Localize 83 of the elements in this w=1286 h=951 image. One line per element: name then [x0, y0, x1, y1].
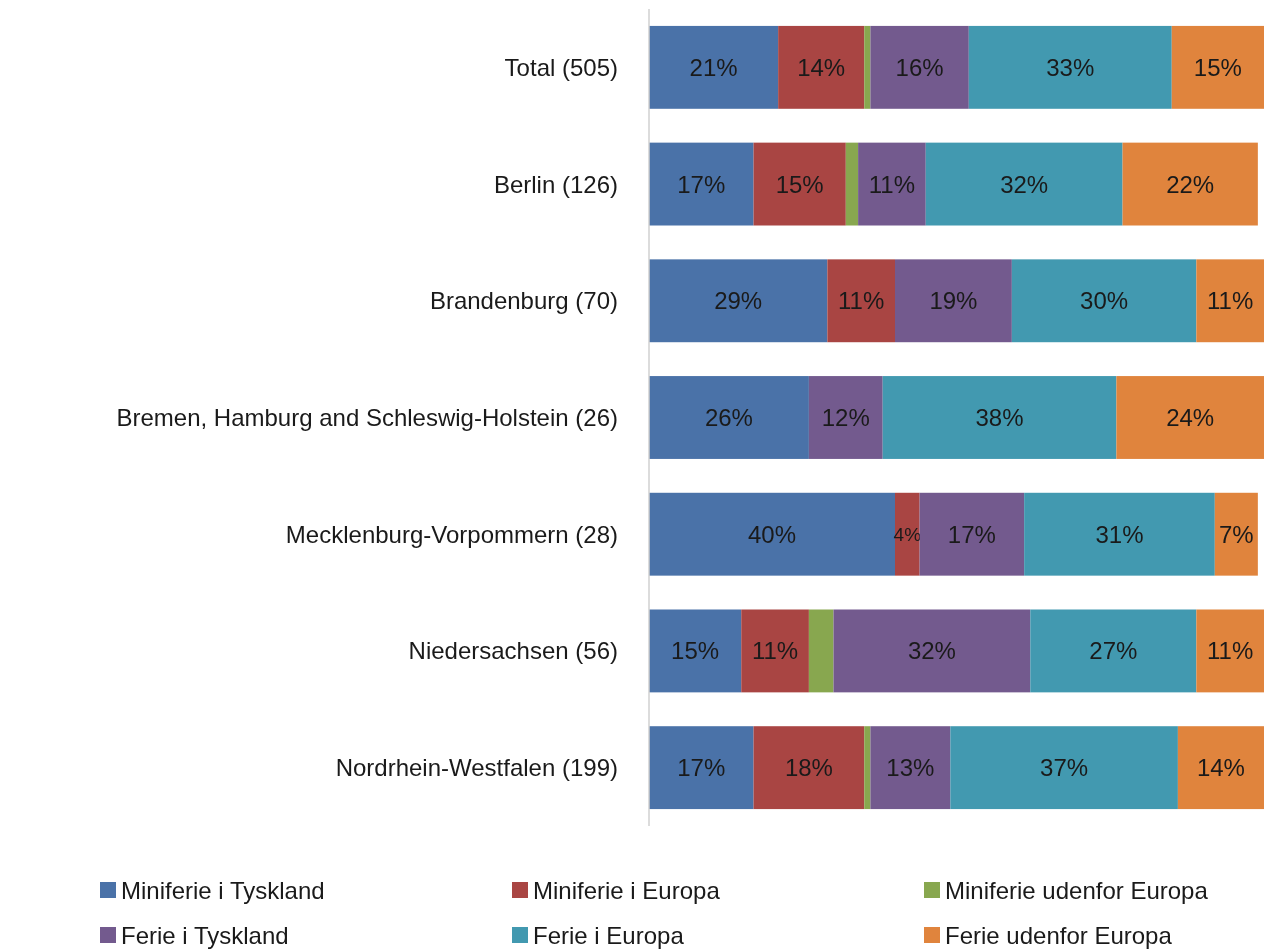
data-label: 33%: [1046, 53, 1095, 81]
bar: [845, 142, 859, 226]
data-label: 17%: [947, 520, 996, 548]
data-label: 27%: [1089, 637, 1138, 665]
y-tick-label: Total (505): [504, 53, 618, 81]
data-label: 11%: [1207, 287, 1254, 315]
bar: [1214, 492, 1258, 576]
data-label: 7%: [1218, 520, 1254, 548]
data-label: 14%: [797, 53, 846, 81]
bar: [882, 376, 1117, 459]
bar: [649, 492, 895, 576]
data-label: 26%: [704, 404, 753, 431]
bar: [968, 25, 1172, 109]
bar: [827, 259, 895, 343]
bar: [1196, 259, 1264, 343]
data-label: 11%: [751, 637, 799, 665]
data-label: 32%: [907, 637, 956, 665]
data-label: 15%: [1193, 53, 1242, 81]
data-label: 15%: [671, 637, 720, 665]
bar: [870, 726, 951, 810]
bar: [950, 726, 1178, 810]
bar: [925, 142, 1123, 226]
bar: [1177, 726, 1264, 810]
bar: [808, 376, 883, 459]
y-tick-label: Nordrhein-Westfalen (199): [335, 754, 618, 782]
data-label: 16%: [895, 53, 944, 81]
data-label: 37%: [1040, 754, 1089, 782]
data-label: 11%: [1207, 637, 1254, 665]
bar: [753, 142, 846, 226]
bar: [864, 726, 871, 810]
y-tick-label: Niedersachsen (56): [408, 637, 618, 665]
bar: [649, 609, 742, 693]
data-label: 40%: [747, 520, 797, 548]
data-label: 11%: [838, 287, 885, 315]
legend-label: Ferie udenfor Europa: [945, 921, 1173, 949]
legend-label: Miniferie i Tyskland: [121, 876, 325, 904]
legend-label: Ferie i Tyskland: [121, 921, 289, 949]
data-label: 31%: [1095, 520, 1144, 548]
data-label: 24%: [1166, 404, 1215, 431]
legend-label: Miniferie i Europa: [533, 876, 721, 904]
legend-label: Ferie i Europa: [533, 921, 685, 949]
data-label: 11%: [868, 170, 916, 198]
bar: [741, 609, 809, 693]
bar: [649, 376, 809, 459]
bar: [858, 142, 926, 226]
data-label: 13%: [886, 754, 935, 782]
data-label: 22%: [1166, 170, 1215, 198]
bar: [1024, 492, 1215, 576]
data-label: 12%: [821, 404, 870, 431]
data-label: 14%: [1196, 754, 1245, 782]
y-tick-label: Mecklenburg-Vorpommern (28): [285, 520, 618, 548]
legend-label: Miniferie udenfor Europa: [945, 876, 1209, 904]
data-label: 17%: [677, 754, 726, 782]
data-label: 15%: [775, 170, 824, 198]
bar: [649, 25, 779, 109]
data-label: 32%: [1000, 170, 1049, 198]
bar: [778, 25, 865, 109]
data-label: 17%: [677, 170, 726, 198]
bar: [649, 726, 754, 810]
bar: [1196, 609, 1264, 693]
bar: [649, 142, 754, 226]
bar: [1116, 376, 1264, 459]
bar: [1122, 142, 1258, 226]
bar: [1030, 609, 1197, 693]
bar: [870, 25, 969, 109]
data-label: 21%: [689, 53, 738, 81]
bar: [1011, 259, 1197, 343]
bar: [919, 492, 1025, 576]
bar: [1171, 25, 1264, 109]
y-tick-label: Bremen, Hamburg and Schleswig-Holstein (26): [116, 404, 618, 431]
y-tick-label: Brandenburg (70): [429, 287, 618, 315]
bar: [833, 609, 1031, 693]
y-tick-label: Berlin (126): [493, 170, 618, 198]
data-label: 18%: [784, 754, 833, 782]
bar: [649, 259, 828, 343]
bar: [895, 259, 1012, 343]
bar: [864, 25, 871, 109]
data-label: 38%: [975, 404, 1024, 431]
bar: [753, 726, 865, 810]
data-label: 29%: [714, 287, 763, 315]
data-label: 30%: [1080, 287, 1129, 315]
data-label: 19%: [929, 287, 978, 315]
bar: [808, 609, 834, 693]
